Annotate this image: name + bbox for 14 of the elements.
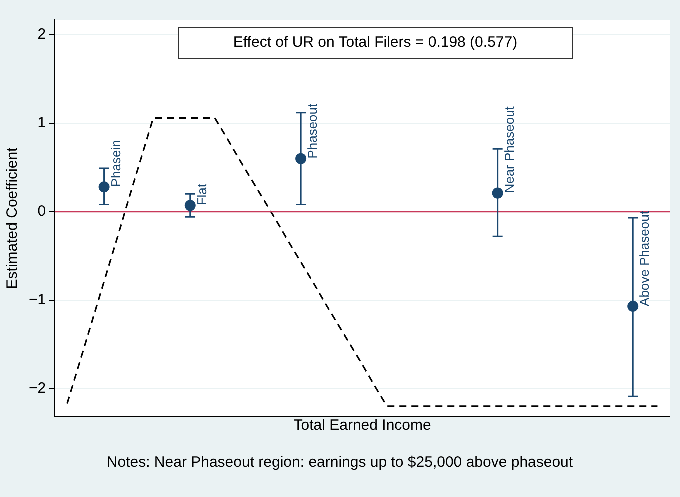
text: Near Phaseout: [502, 106, 517, 194]
text: Flat: [194, 184, 210, 206]
text: Phasein: [108, 140, 124, 188]
y-tick-label: −2: [28, 380, 46, 397]
text-box: Effect of UR on Total Filers = 0.198 (0.577): [178, 27, 573, 59]
y-tick-label: −1: [28, 291, 46, 308]
text: Phaseout: [305, 103, 320, 159]
x-axis-title: Total Earned Income: [294, 417, 432, 434]
text: Above Phaseout: [637, 210, 652, 306]
y-tick-label: 0: [38, 203, 46, 220]
text: Notes: Near Phaseout region: earnings up to $25,000 above phaseout: [106, 454, 574, 471]
y-axis-title: Estimated Coefficient: [4, 146, 22, 290]
y-tick-label: 1: [38, 114, 46, 132]
y-tick-label: 2: [38, 26, 46, 44]
